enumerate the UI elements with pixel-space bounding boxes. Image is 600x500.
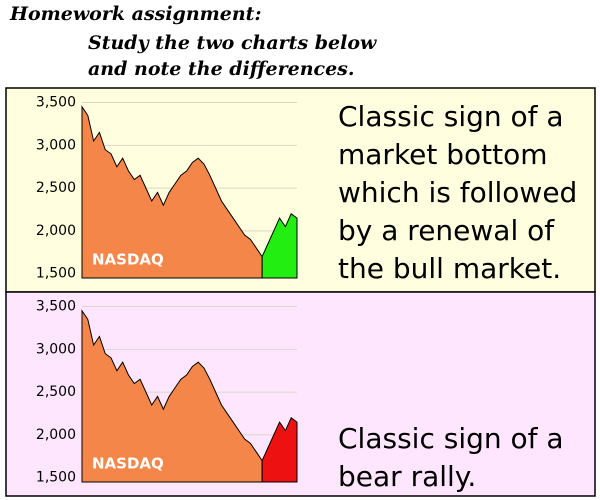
area bbox=[261, 417, 298, 483]
area bbox=[261, 213, 298, 279]
index-label: NASDAQ bbox=[92, 251, 164, 269]
annotation: Classic sign of a bbox=[338, 422, 564, 455]
y-tick-label: 3,500 bbox=[36, 299, 76, 315]
annotation: by a renewal of bbox=[338, 214, 555, 247]
y-tick-label: 3,500 bbox=[36, 95, 76, 111]
area bbox=[81, 105, 263, 279]
y-tick-label: 1,500 bbox=[36, 470, 76, 486]
annotation: bear rally. bbox=[338, 460, 476, 493]
y-tick-label: 3,000 bbox=[36, 137, 76, 153]
y-tick-label: 2,000 bbox=[36, 427, 76, 443]
y-tick-label: 2,000 bbox=[36, 223, 76, 239]
annotation: the bull market. bbox=[338, 252, 561, 285]
annotation: Classic sign of a bbox=[338, 100, 564, 133]
header-line: Homework assignment: bbox=[9, 3, 261, 25]
annotation: market bottom bbox=[338, 138, 548, 171]
y-tick-label: 3,000 bbox=[36, 341, 76, 357]
header-line: and note the differences. bbox=[88, 58, 354, 80]
y-tick-label: 2,500 bbox=[36, 180, 76, 196]
y-tick-label: 2,500 bbox=[36, 384, 76, 400]
y-tick-label: 1,500 bbox=[36, 266, 76, 282]
index-label: NASDAQ bbox=[92, 455, 164, 473]
annotation: which is followed bbox=[338, 176, 577, 209]
header-line: Study the two charts below bbox=[88, 32, 377, 54]
area bbox=[81, 309, 263, 483]
